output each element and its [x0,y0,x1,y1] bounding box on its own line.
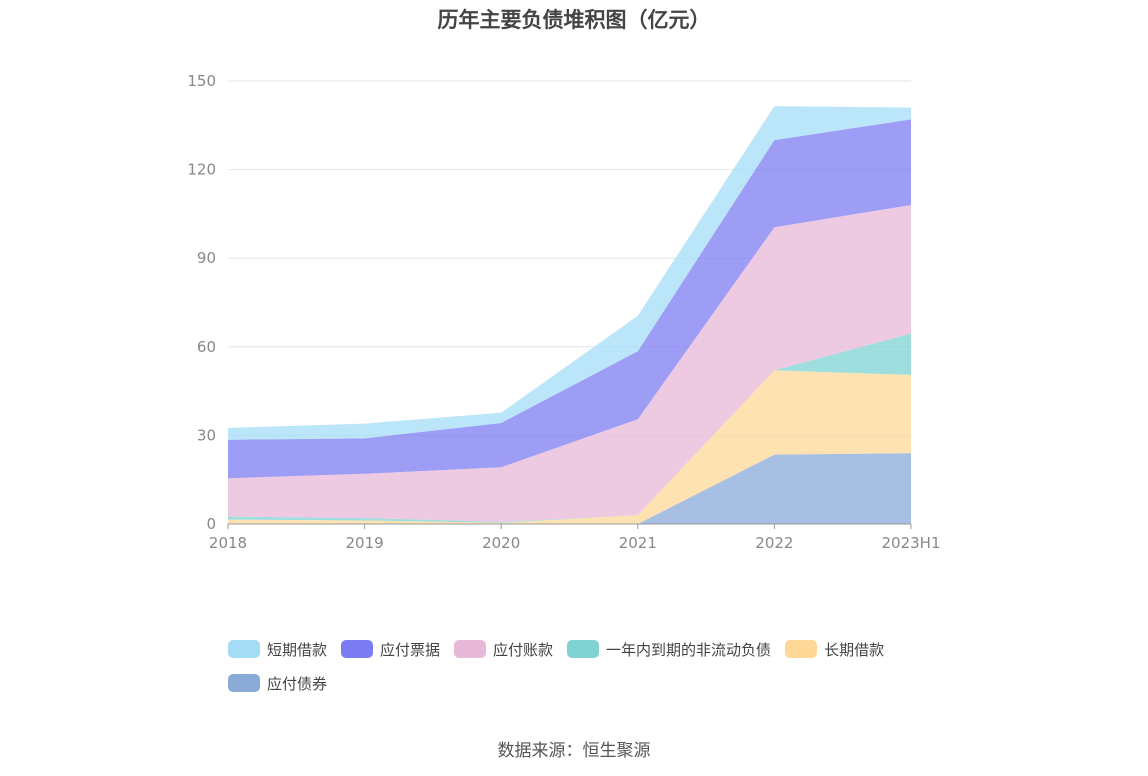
legend-item[interactable]: 应付票据 [341,638,440,660]
x-tick-label: 2021 [619,534,657,552]
legend-label: 短期借款 [267,640,328,659]
x-tick-label: 2019 [346,534,384,552]
legend-label: 应付票据 [380,640,441,659]
y-tick-label: 30 [197,426,216,444]
x-tick-label: 2022 [755,534,793,552]
legend-item[interactable]: 一年内到期的非流动负债 [567,638,771,660]
area-series-2 [228,333,911,523]
legend-label: 一年内到期的非流动负债 [606,640,772,659]
area-series-3 [228,205,911,522]
area-series-4 [228,119,911,479]
legend-swatch [341,640,374,658]
legend-label: 应付债券 [267,674,328,693]
area-series-layer [228,106,911,524]
legend-item[interactable]: 应付账款 [454,638,553,660]
x-tick-label: 2020 [482,534,520,552]
legend-item[interactable]: 长期借款 [785,638,884,660]
y-tick-label: 60 [197,338,216,356]
area-series-5 [228,106,911,440]
legend-item[interactable]: 应付债券 [228,672,327,694]
area-series-1 [228,370,911,524]
legend-swatch [567,640,600,658]
legend-label: 长期借款 [824,640,885,659]
x-tick-label: 2018 [209,534,247,552]
legend-swatch [454,640,487,658]
y-tick-label: 0 [206,515,216,533]
legend-swatch [228,640,260,658]
legend-swatch [228,674,260,692]
area-series-0 [228,453,911,524]
legend-label: 应付账款 [493,640,554,659]
y-tick-label: 150 [187,72,216,90]
legend-item[interactable]: 短期借款 [228,638,327,660]
axes: 0 30 60 90 120 150 2018 2019 2020 2021 2022 2023H1 [187,72,940,552]
chart-title: 历年主要负债堆积图（亿元） [437,8,711,32]
y-tick-label: 120 [187,161,216,179]
data-source: 数据来源：恒生聚源 [497,741,651,761]
x-tick-label: 2023H1 [882,534,941,552]
y-tick-label: 90 [197,249,216,267]
legend-swatch [785,640,818,658]
legend: 短期借款 应付票据 应付账款 一年内到期的非流动负债 长期借款应付债券 [228,638,948,694]
